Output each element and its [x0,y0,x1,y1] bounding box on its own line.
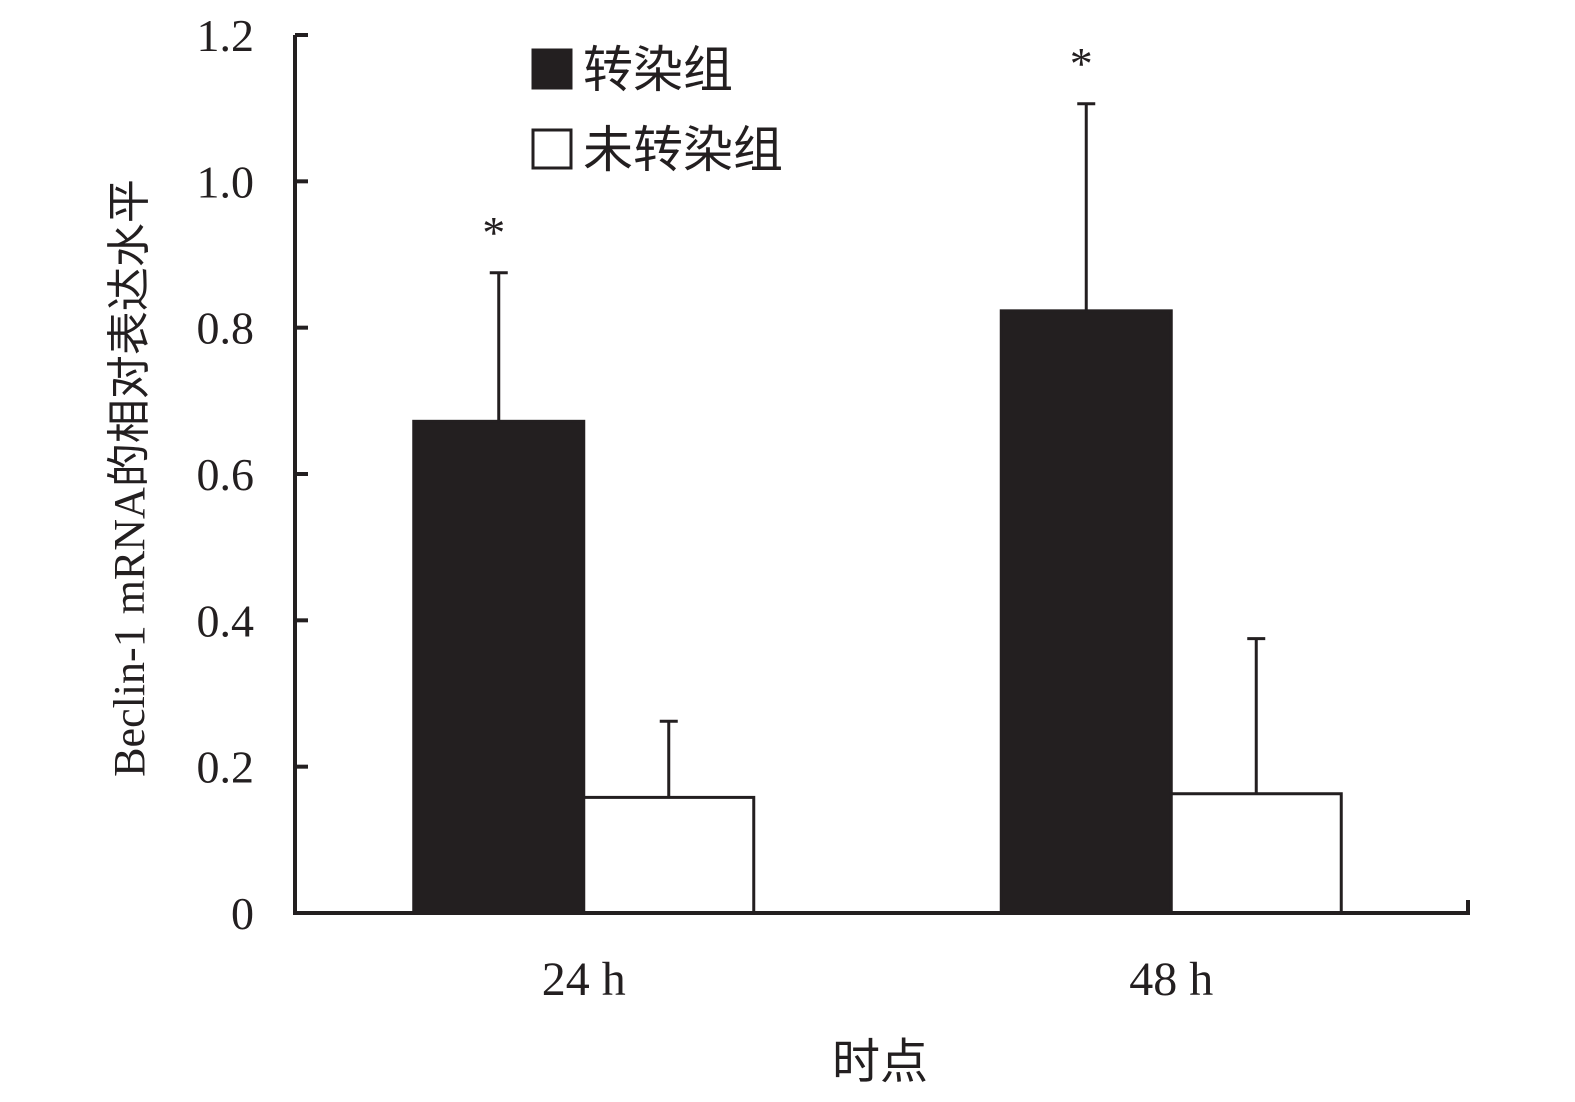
y-axis-label: Beclin-1 mRNA的相对表达水平 [105,179,154,777]
legend-label: 未转染组 [583,122,783,178]
x-axis: 24 h 48 h [293,900,1470,1006]
y-tick-label: 0.2 [197,742,255,793]
y-tick-label: 0.8 [197,303,255,354]
y-tick-label: 0 [231,888,254,939]
x-tick-label: 48 h [1129,953,1213,1006]
legend-swatch [531,48,573,90]
y-tick-label: 1.2 [197,10,255,61]
y-tick-label: 0.4 [197,595,255,646]
y-tick-label: 1.0 [197,156,255,207]
x-tick-label: 24 h [542,953,626,1006]
significance-marker: * [1070,38,1093,89]
legend-swatch [531,128,573,170]
bar [412,419,586,915]
legend-label: 转染组 [583,42,733,98]
x-axis-label: 时点 [832,1036,928,1089]
bar [582,795,756,915]
bar [999,309,1173,915]
plot-area: ** [412,38,1343,915]
y-axis: 0 0.2 0.4 0.6 0.8 1.0 1.2 [197,10,308,939]
bar [1169,792,1343,915]
significance-marker: * [482,207,505,258]
y-tick-label: 0.6 [197,449,255,500]
